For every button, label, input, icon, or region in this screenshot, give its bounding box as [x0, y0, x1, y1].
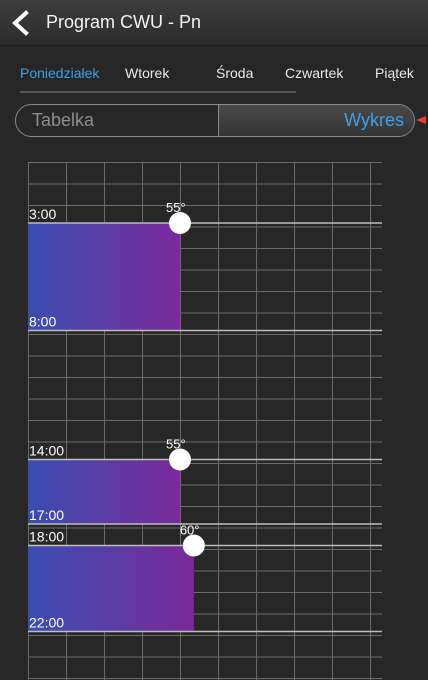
period-1-temp-label: 55° [166, 200, 186, 215]
period-1-end-label: 8:00 [29, 314, 56, 330]
tab-czwartek[interactable]: Czwartek [285, 65, 344, 81]
schedule-chart-svg: 3:00 8:00 55° 14:00 17:00 55° 18:00 22:00 60° [28, 162, 382, 680]
tab-sroda[interactable]: Środa [216, 65, 254, 81]
period-2-start-label: 14:00 [29, 443, 64, 459]
period-1-start-label: 3:00 [29, 206, 56, 222]
period-3-temp-label: 60° [180, 523, 200, 538]
view-toggle: Tabelka Wykres [15, 104, 415, 137]
tab-wtorek[interactable]: Wtorek [125, 65, 170, 81]
period-3-start-label: 18:00 [29, 529, 64, 545]
page-title: Program CWU - Pn [46, 12, 202, 32]
tab-poniedzialek[interactable]: Poniedziałek [20, 65, 100, 81]
period-1-bar [28, 223, 180, 331]
period-2-bar [28, 459, 180, 524]
period-3-temp-handle [182, 534, 205, 557]
chart-view-button[interactable]: Wykres [219, 105, 414, 136]
title-bar: Program CWU - Pn [0, 0, 428, 46]
period-3-bar [28, 545, 194, 632]
period-1-temp-handle [169, 212, 191, 234]
red-indicator-icon [416, 116, 426, 124]
table-view-button[interactable]: Tabelka [16, 105, 219, 136]
period-2-end-label: 17:00 [29, 507, 64, 523]
period-2-temp-handle [169, 448, 191, 471]
schedule-chart: 3:00 8:00 55° 14:00 17:00 55° 18:00 22:00 60° [28, 162, 382, 680]
day-tabs: Poniedziałek Wtorek Środa Czwartek Piąte… [0, 46, 428, 100]
tab-scroll-indicator [20, 91, 296, 93]
period-2-temp-label: 55° [166, 437, 186, 452]
period-3-end-label: 22:00 [29, 615, 64, 631]
chevron-left-icon[interactable] [8, 10, 34, 36]
tab-piatek[interactable]: Piątek [375, 65, 414, 81]
